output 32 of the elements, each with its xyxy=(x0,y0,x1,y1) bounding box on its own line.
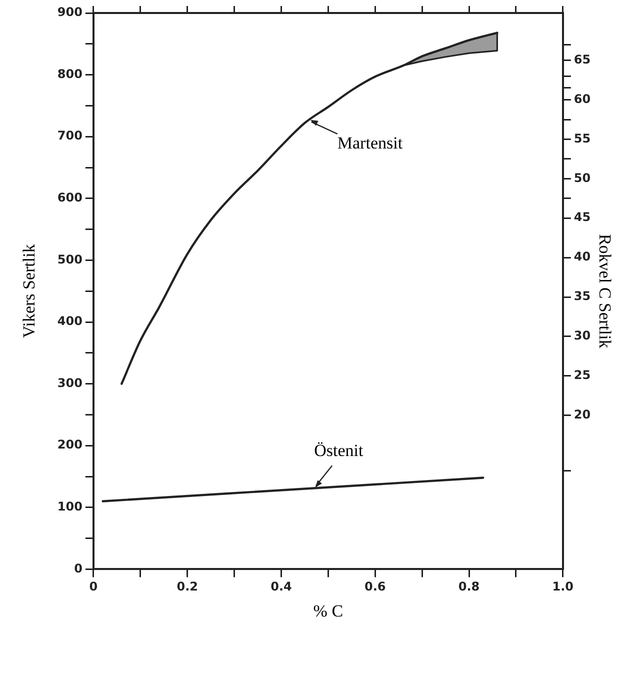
y-tick-label: 600 xyxy=(57,190,82,205)
y-tick-label: 900 xyxy=(57,5,82,20)
y2-tick-label: 45 xyxy=(574,210,591,224)
y2-tick-label: 55 xyxy=(574,131,591,146)
y-tick-label: 700 xyxy=(57,128,82,143)
x-tick-label: 0.2 xyxy=(176,580,198,594)
y2-tick-label: 65 xyxy=(574,52,591,66)
y-tick-label: 200 xyxy=(57,438,82,452)
y2-tick-label: 40 xyxy=(574,250,591,264)
y2-tick-label: 60 xyxy=(574,92,591,106)
y2-tick-label: 50 xyxy=(574,170,591,185)
x-tick-label: 0.8 xyxy=(458,580,480,594)
y-tick-label: 100 xyxy=(57,500,82,514)
y-tick-label: 800 xyxy=(57,66,82,81)
y-tick-label: 400 xyxy=(57,314,82,328)
y2-tick-label: 35 xyxy=(574,289,591,304)
y-tick-label: 0 xyxy=(74,561,82,576)
y-axis-title: Vikers Sertlik xyxy=(20,244,39,338)
annotation: Martensit xyxy=(337,133,403,152)
y-tick-label: 500 xyxy=(57,252,82,266)
line-series xyxy=(120,32,498,385)
y2-axis-title: Rokvel C Sertlik xyxy=(595,234,614,349)
x-tick-label: 0.6 xyxy=(364,580,386,594)
y2-tick-label: 25 xyxy=(574,368,591,382)
x-tick-label: 1.0 xyxy=(552,580,574,594)
annotation: Östenit xyxy=(314,441,364,460)
x-tick-label: 0.4 xyxy=(270,580,292,594)
x-axis-title: % C xyxy=(313,601,344,620)
y2-tick-label: 20 xyxy=(574,407,591,422)
y-tick-label: 300 xyxy=(57,376,82,390)
x-tick-label: 0 xyxy=(89,580,98,594)
y2-tick-label: 30 xyxy=(574,328,591,343)
